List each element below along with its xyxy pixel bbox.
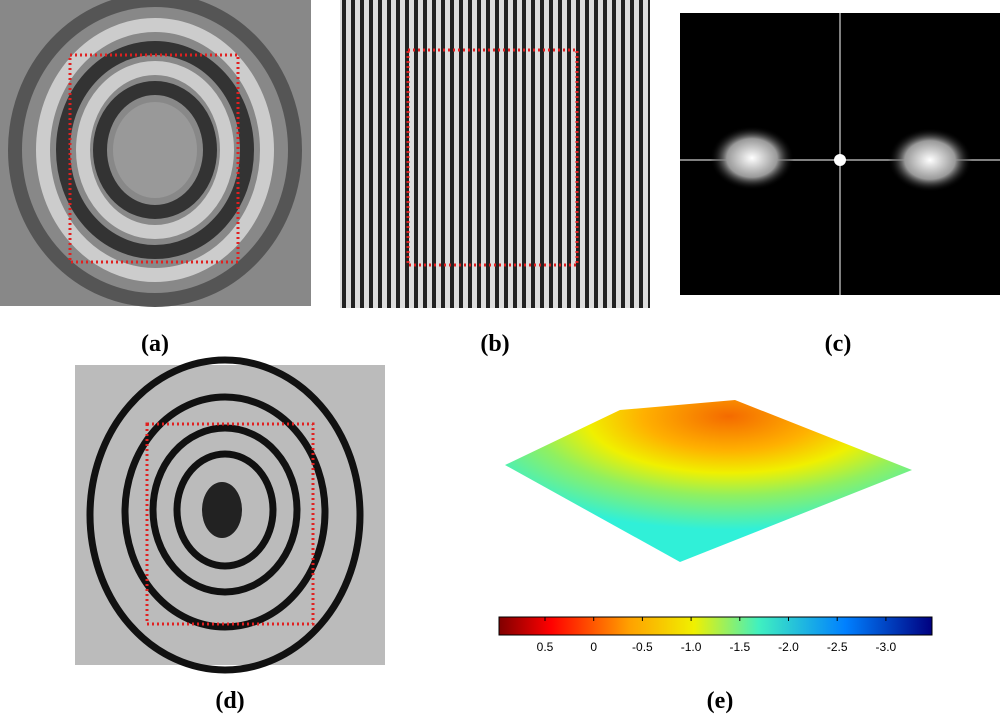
colorbar-tick-label: -1.0	[681, 640, 702, 654]
fringes	[8, 0, 302, 307]
colorbar-tick-label: -2.5	[827, 640, 848, 654]
panel-labels: (a) (b) (c) (d) (e)	[141, 331, 851, 714]
panel-label: (d)	[215, 688, 244, 714]
colorbar-tick-label: -1.5	[729, 640, 750, 654]
colorbar	[498, 616, 933, 636]
colorbar-tick-label: -3.0	[876, 640, 897, 654]
colorbar-tick-label: -2.0	[778, 640, 799, 654]
colorbar-tick-label: -0.5	[632, 640, 653, 654]
panel-label: (c)	[825, 331, 852, 357]
panel-e	[498, 400, 933, 636]
panel-label: (b)	[480, 331, 509, 357]
roi	[145, 422, 315, 626]
phase-wraps	[86, 356, 364, 674]
panel-a	[0, 0, 311, 307]
panel-label: (a)	[141, 331, 169, 357]
surface	[505, 400, 912, 562]
roi	[406, 48, 579, 267]
spectrum-lobe	[888, 128, 972, 192]
colorbar-ticks: 0.5 0 -0.5 -1.0 -1.5 -2.0 -2.5 -3.0	[537, 617, 897, 654]
panel-c	[680, 13, 1000, 295]
panel-label: (e)	[707, 688, 734, 714]
colorbar-tick-label: 0.5	[537, 640, 554, 654]
panel-d	[75, 356, 385, 674]
center	[202, 482, 242, 538]
dc-term	[834, 154, 846, 166]
colorbar-tick-label: 0	[590, 640, 597, 654]
panel-b	[340, 0, 650, 308]
center	[113, 102, 197, 198]
roi	[68, 53, 240, 264]
image-bg	[340, 0, 650, 308]
spectrum-lobe	[710, 126, 794, 190]
